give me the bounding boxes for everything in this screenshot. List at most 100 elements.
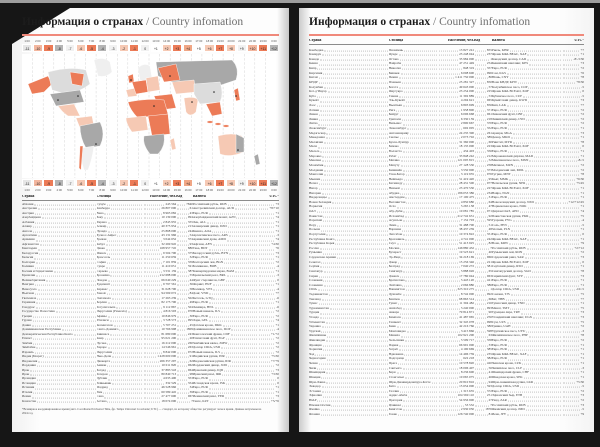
cell-country: Узбекистан: [309, 321, 389, 324]
leader-dots: [317, 290, 388, 292]
cell-currency: Норвежская крона, NOK: [492, 205, 562, 208]
tz-offset-cell: -10: [32, 44, 43, 52]
cell-currency: Евро, EUR: [193, 377, 259, 380]
leader-dots: [399, 350, 438, 352]
cell-currency: Сербский динар, RSD: [492, 265, 562, 268]
tz-time-label: 9:00: [110, 39, 116, 43]
cell-code: 46: [474, 376, 492, 379]
cell-code: 380: [474, 325, 492, 328]
leader-dots: [323, 285, 388, 287]
cell-population: 79 814 871: [438, 311, 474, 314]
table-row: Норвегия Осло 5 265 158 47 Норвежская кр…: [309, 205, 584, 210]
leader-dots: [475, 248, 490, 250]
cell-capital: Антананариву: [389, 132, 439, 135]
leader-dots: [439, 230, 459, 232]
cell-utc: +1: [562, 348, 584, 351]
leader-dots: [563, 64, 580, 66]
tz-time-label: 11:00: [131, 39, 138, 43]
cell-population: 4 635 400: [143, 377, 176, 380]
cell-capital: Эр-Рияд: [389, 256, 439, 259]
col-capital: Столица: [96, 195, 111, 198]
cell-country: Германия: [22, 301, 97, 304]
cell-population: 66 991 000: [438, 344, 474, 347]
tz-offset-cell: +6: [204, 179, 215, 187]
table-row: Швейцария Берн 8 236 600 41 Швейцарский …: [309, 371, 584, 376]
leader-dots: [523, 267, 561, 269]
cell-population: 25 281 327: [438, 81, 474, 84]
cell-currency: Евро, EUR: [492, 233, 562, 236]
cell-utc: -5: [562, 385, 584, 388]
cell-currency: Евро, EUR: [492, 284, 562, 287]
cell-population: 4 816 503: [143, 310, 176, 313]
leader-dots: [405, 216, 438, 218]
leader-dots: [403, 220, 438, 222]
leader-dots: [439, 391, 460, 393]
cell-code: 972: [176, 351, 193, 354]
leader-dots: [107, 231, 142, 233]
cell-population: 28 431 500: [438, 182, 474, 185]
leader-dots: [105, 249, 142, 251]
leader-dots: [322, 345, 388, 347]
cell-population: 95 021 200: [143, 337, 176, 340]
leader-dots: [259, 379, 277, 381]
table-row: Таджикистан Душанбе 8 742 000 992 Сомони…: [309, 292, 584, 297]
leader-dots: [322, 396, 388, 398]
leader-dots: [143, 226, 161, 228]
leader-dots: [226, 383, 258, 385]
leader-dots: [405, 290, 438, 292]
leader-dots: [143, 271, 162, 273]
cell-currency: Лари, GEL: [193, 319, 259, 322]
table-row: Ангола Луанда 25 868 000 244 Кванза, AOA…: [22, 229, 279, 233]
cell-capital: Улан-Батор: [389, 173, 439, 176]
table-row: Ливия Триполи 6 330 159 218 Ливийский ди…: [309, 117, 584, 122]
leader-dots: [475, 303, 486, 305]
leader-dots: [405, 280, 438, 282]
cell-capital: Лиссабон: [389, 233, 439, 236]
leader-dots: [327, 128, 388, 130]
leader-dots: [316, 105, 388, 107]
leader-dots: [317, 68, 388, 70]
leader-dots: [34, 258, 96, 260]
cell-code: 40: [474, 251, 492, 254]
cell-population: 5 443 120: [438, 279, 474, 282]
cell-code: 967: [176, 395, 193, 398]
cell-utc: +3: [258, 252, 279, 255]
cell-capital: Белград: [389, 265, 439, 268]
leader-dots: [510, 308, 561, 310]
leader-dots: [105, 244, 142, 246]
cell-population: 35 984 000: [438, 58, 474, 61]
leader-dots: [509, 78, 561, 80]
leader-dots: [143, 334, 161, 336]
cell-country: Ливан: [309, 113, 389, 116]
leader-dots: [402, 105, 438, 107]
tz-offset-cell: +9: [236, 44, 247, 52]
table-row: Китай Пекин 1 411 750 000 86 Юань, CNY +…: [309, 76, 584, 81]
country-table-left: Абхазия Сухум 243 564 7840 Российский ру…: [22, 202, 279, 404]
cell-capital: Яунде: [389, 53, 439, 56]
leader-dots: [439, 124, 460, 126]
tz-time-label: 8:00: [99, 39, 105, 43]
cell-code: 218: [474, 118, 492, 121]
leader-dots: [528, 87, 561, 89]
cell-code: 992: [474, 293, 492, 296]
leader-dots: [399, 345, 438, 347]
leader-dots: [259, 244, 271, 246]
leader-dots: [177, 244, 189, 246]
cell-population: 10 011 820: [143, 364, 176, 367]
cell-currency: Иорданский динар, JOD: [193, 364, 259, 367]
cell-code: 33: [474, 344, 492, 347]
leader-dots: [563, 363, 580, 365]
cell-population: 23 470 530: [438, 187, 474, 190]
leader-dots: [563, 78, 580, 80]
cell-capital: Кито: [389, 385, 439, 388]
cell-currency: Евро, EUR: [193, 391, 259, 394]
cell-code: 98: [176, 373, 193, 376]
tz-offset-cell: -9: [43, 179, 54, 187]
leader-dots: [475, 170, 486, 172]
leader-dots: [439, 322, 459, 324]
leader-dots: [475, 253, 488, 255]
leader-dots: [214, 307, 258, 309]
leader-dots: [403, 91, 438, 93]
leader-dots: [563, 377, 580, 379]
